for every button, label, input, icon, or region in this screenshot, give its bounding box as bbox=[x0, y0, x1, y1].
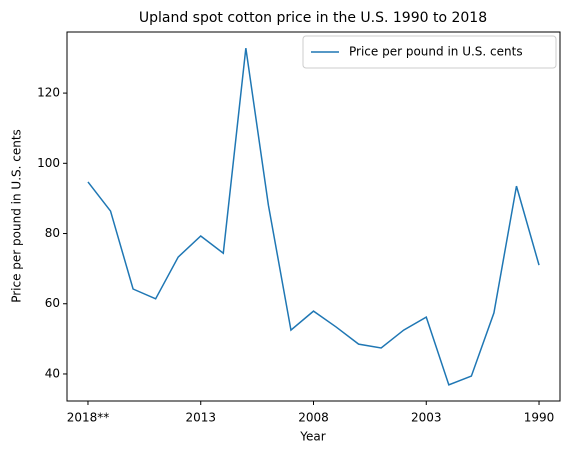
x-tick-label: 2008 bbox=[298, 411, 329, 425]
y-tick-label: 60 bbox=[45, 296, 60, 310]
legend-box bbox=[302, 35, 557, 69]
y-axis-label: Price per pound in U.S. cents bbox=[10, 129, 24, 303]
x-tick-label: 2003 bbox=[411, 411, 442, 425]
y-tick-label: 80 bbox=[45, 226, 60, 240]
y-tick-label: 100 bbox=[37, 156, 60, 170]
y-tick-label: 40 bbox=[45, 366, 60, 380]
x-tick-label: 2013 bbox=[185, 411, 216, 425]
legend-label: Price per pound in U.S. cents bbox=[349, 45, 523, 59]
y-tick-label: 120 bbox=[37, 86, 60, 100]
x-tick-label: 2018** bbox=[67, 411, 110, 425]
x-tick-label: 1990 bbox=[524, 411, 555, 425]
chart-title: Upland spot cotton price in the U.S. 199… bbox=[139, 10, 487, 26]
x-axis-label: Year bbox=[299, 430, 325, 444]
series-line bbox=[87, 48, 540, 386]
axes-frame bbox=[66, 31, 561, 402]
